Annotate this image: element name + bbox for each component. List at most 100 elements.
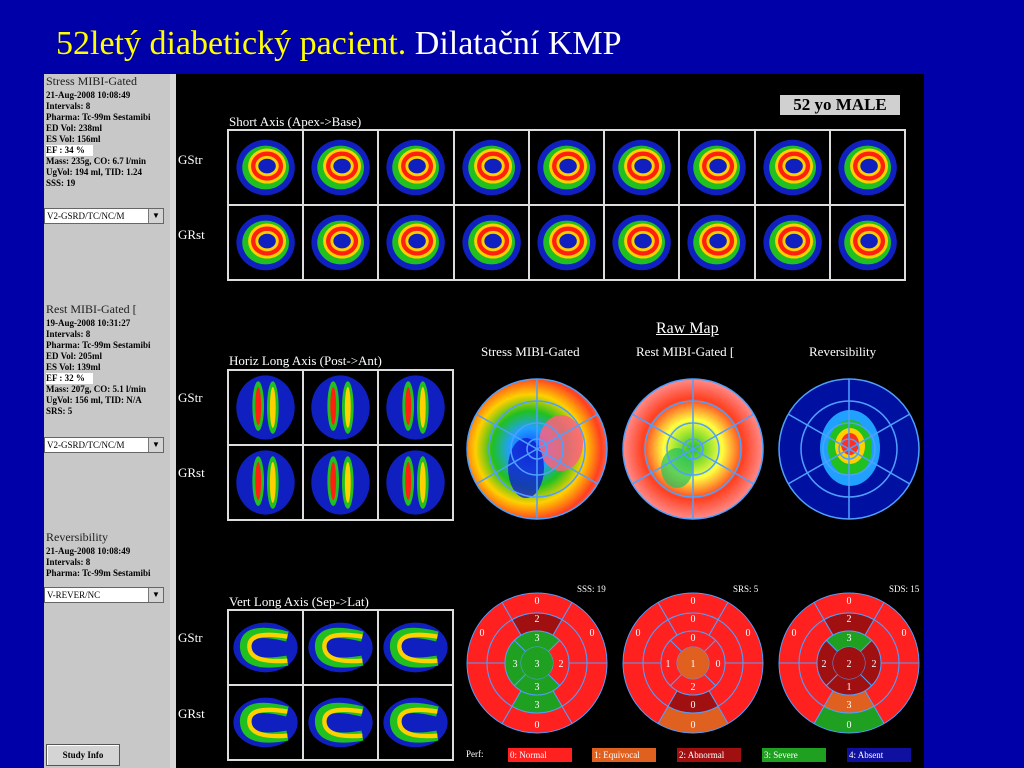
raw-map-col-stress: Stress MIBI-Gated	[481, 344, 580, 359]
stress-date: 21-Aug-2008 10:08:49	[46, 90, 131, 100]
legend-abnormal: 2: Abnormal	[677, 748, 741, 762]
chevron-down-icon[interactable]: ▼	[148, 438, 163, 452]
horiz-axis-slice[interactable]	[228, 370, 303, 445]
rest-ed-vol: ED Vol: 205ml	[46, 351, 103, 361]
horiz-axis-slice[interactable]	[378, 370, 453, 445]
rest-es-vol: ES Vol: 139ml	[46, 362, 101, 372]
rest-mass: Mass: 207g, CO: 5.1 l/min	[46, 384, 146, 394]
horiz-axis-row-rest: GRst	[178, 465, 205, 480]
segment-score: 3	[847, 633, 852, 644]
short-axis-slice[interactable]	[829, 130, 905, 205]
reversibility-polar-map[interactable]	[778, 378, 920, 520]
short-axis-slice[interactable]	[303, 130, 379, 205]
short-axis-slice[interactable]	[604, 130, 680, 205]
short-axis-slice[interactable]	[303, 205, 379, 280]
short-axis-slice[interactable]	[679, 205, 755, 280]
horiz-axis-grid[interactable]	[227, 369, 454, 521]
short-axis-row-stress: GStr	[178, 152, 203, 167]
rev-protocol-select[interactable]: V-REVER/NC ▼	[44, 587, 164, 603]
stress-protocol-select[interactable]: V2-GSRD/TC/NC/M ▼	[44, 208, 164, 224]
rest-ugvol: UgVol: 156 ml, TID: N/A	[46, 395, 142, 405]
stress-intervals: Intervals: 8	[46, 101, 91, 111]
vert-axis-slice[interactable]	[303, 685, 378, 760]
horiz-axis-slice[interactable]	[303, 445, 378, 520]
vert-axis-row-rest: GRst	[178, 706, 205, 721]
legend-normal: 0: Normal	[508, 748, 572, 762]
short-axis-slice[interactable]	[679, 130, 755, 205]
raw-map-col-rest: Rest MIBI-Gated [	[636, 344, 735, 359]
vert-axis-slice[interactable]	[303, 610, 378, 685]
short-axis-slice[interactable]	[754, 130, 830, 205]
rest-date: 19-Aug-2008 10:31:27	[46, 318, 131, 328]
panel-scrollbar[interactable]	[170, 74, 176, 768]
segment-score: 0	[535, 596, 540, 607]
short-axis-grid[interactable]	[227, 129, 906, 281]
vert-axis-slice[interactable]	[378, 685, 453, 760]
rev-date: 21-Aug-2008 10:08:49	[46, 546, 131, 556]
horiz-axis-slice[interactable]	[303, 370, 378, 445]
segment-score: 3	[535, 700, 540, 711]
segment-score: 1	[691, 659, 696, 670]
stress-sss: SSS: 19	[46, 178, 76, 188]
chevron-down-icon[interactable]: ▼	[148, 588, 163, 602]
segment-score: 3	[535, 633, 540, 644]
short-axis-slice[interactable]	[754, 205, 830, 280]
legend-severe: 3: Severe	[762, 748, 826, 762]
segment-score: 0	[480, 628, 485, 639]
horiz-axis-row-stress: GStr	[178, 390, 203, 405]
short-axis-slice[interactable]	[528, 130, 605, 205]
short-axis-slice[interactable]	[604, 205, 680, 280]
chevron-down-icon[interactable]: ▼	[148, 209, 163, 223]
segment-score: 0	[716, 659, 721, 670]
rest-header: Rest MIBI-Gated [	[46, 302, 137, 316]
short-axis-slice[interactable]	[378, 205, 454, 280]
segment-score: 3	[535, 659, 540, 670]
vert-axis-row-stress: GStr	[178, 630, 203, 645]
rev-pharma: Pharma: Tc-99m Sestamibi	[46, 568, 151, 578]
horiz-axis-slice[interactable]	[228, 445, 303, 520]
vert-axis-slice[interactable]	[228, 685, 303, 760]
segment-score: 0	[746, 628, 751, 639]
short-axis-label: Short Axis (Apex->Base)	[229, 114, 362, 129]
rest-info: 19-Aug-2008 10:31:27 Intervals: 8 Pharma…	[46, 318, 151, 417]
segment-score: 2	[847, 614, 852, 625]
stress-ugvol: UgVol: 194 ml, TID: 1.24	[46, 167, 143, 177]
vert-axis-grid[interactable]	[227, 609, 454, 761]
title-part2: Dilatační KMP	[414, 25, 622, 62]
stress-header: Stress MIBI-Gated	[46, 74, 137, 88]
stress-info: 21-Aug-2008 10:08:49 Intervals: 8 Pharma…	[46, 90, 151, 189]
segment-score: 2	[559, 659, 564, 670]
rest-score-map[interactable]: 0 0 0 0 1 0 0 1 0 2 0	[622, 592, 764, 734]
sss-score: SSS: 19	[577, 584, 606, 594]
rest-intervals: Intervals: 8	[46, 329, 91, 339]
stress-score-map[interactable]: 0 0 0 0 3 2 3 3 2 3 3	[466, 592, 608, 734]
study-info-button[interactable]: Study Info	[46, 744, 120, 766]
rest-polar-map[interactable]	[622, 378, 764, 520]
short-axis-slice[interactable]	[228, 205, 304, 280]
segment-score: 0	[636, 628, 641, 639]
slide-title: 52letý diabetický pacient. Dilatační KMP	[56, 24, 622, 64]
sds-score: SDS: 15	[889, 584, 920, 594]
short-axis-slice[interactable]	[228, 130, 304, 205]
stress-pharma: Pharma: Tc-99m Sestamibi	[46, 112, 151, 122]
stress-polar-map[interactable]	[466, 378, 608, 520]
stress-mass: Mass: 235g, CO: 6.7 l/min	[46, 156, 146, 166]
vert-axis-slice[interactable]	[228, 610, 303, 685]
segment-score: 2	[847, 659, 852, 670]
segment-score: 0	[792, 628, 797, 639]
segment-score: 3	[847, 700, 852, 711]
short-axis-slice[interactable]	[378, 130, 454, 205]
short-axis-slice[interactable]	[829, 205, 905, 280]
short-axis-slice[interactable]	[453, 205, 529, 280]
short-axis-slice[interactable]	[453, 130, 529, 205]
segment-score: 0	[691, 614, 696, 625]
short-axis-slice[interactable]	[528, 205, 605, 280]
legend-perf-label: Perf:	[466, 749, 484, 759]
rest-protocol-select[interactable]: V2-GSRD/TC/NC/M ▼	[44, 437, 164, 453]
vert-axis-slice[interactable]	[378, 610, 453, 685]
rev-score-map[interactable]: 0 0 0 0 2 2 3 2 2 1 3	[778, 592, 920, 734]
horiz-axis-slice[interactable]	[378, 445, 453, 520]
segment-score: 3	[513, 659, 518, 670]
rev-info: 21-Aug-2008 10:08:49 Intervals: 8 Pharma…	[46, 546, 151, 579]
stress-es-vol: ES Vol: 156ml	[46, 134, 101, 144]
